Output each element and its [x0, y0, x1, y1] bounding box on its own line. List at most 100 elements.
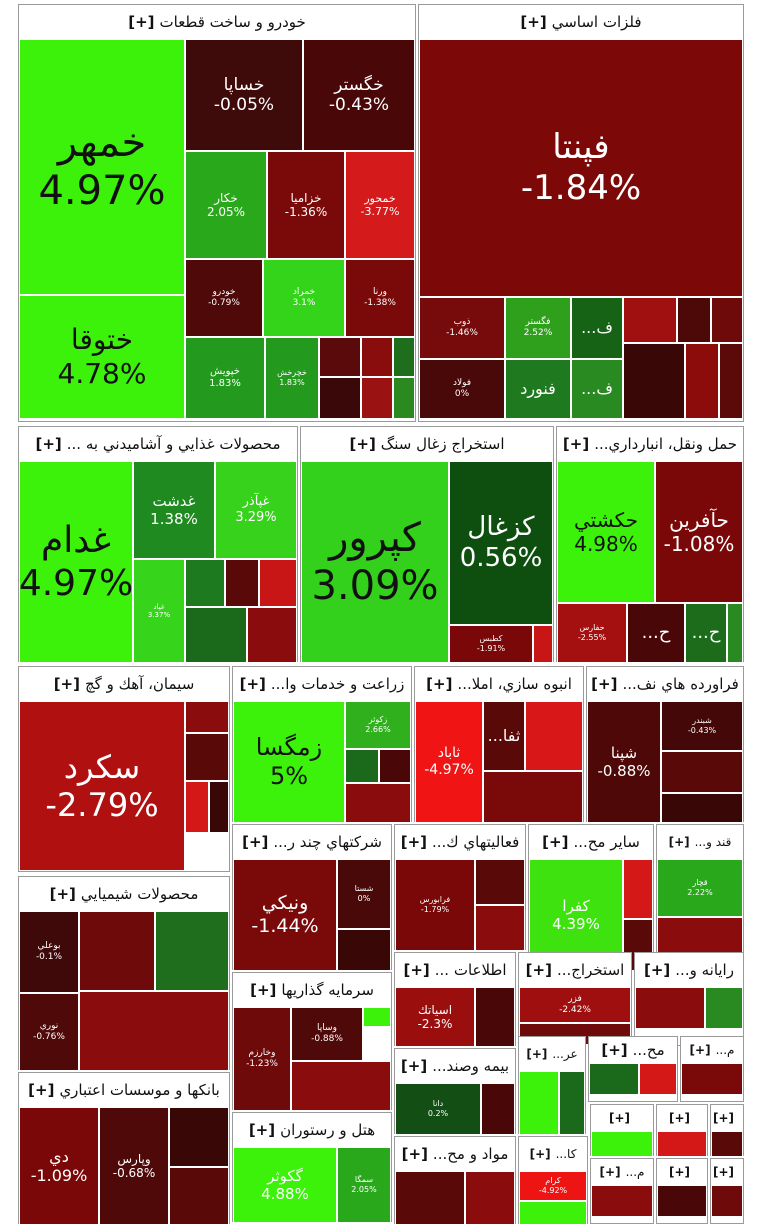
sector-header[interactable]: بانكها و موسسات اعتباري[+] — [19, 1073, 229, 1107]
sector-header[interactable]: فلزات اساسي[+] — [419, 5, 743, 39]
sector-header[interactable]: مح...[+] — [589, 1037, 677, 1063]
stock-tile[interactable]: بوعلي -0.1% — [19, 911, 79, 993]
sector-header[interactable]: [+] — [591, 1105, 653, 1131]
stock-tile[interactable] — [395, 1171, 465, 1225]
sector-header[interactable]: شركتهاي چند ر...[+] — [233, 825, 391, 859]
expand-sector-button[interactable]: [+] — [591, 675, 618, 693]
expand-sector-button[interactable]: [+] — [403, 961, 430, 979]
stock-tile[interactable]: دانا 0.2% — [395, 1083, 481, 1135]
expand-sector-button[interactable]: [+] — [599, 1165, 621, 1179]
stock-tile[interactable] — [719, 343, 743, 419]
expand-sector-button[interactable]: [+] — [608, 1111, 631, 1125]
stock-tile[interactable] — [705, 987, 743, 1029]
stock-tile[interactable] — [247, 607, 297, 663]
sector-header[interactable]: هتل و رستوران[+] — [233, 1113, 391, 1147]
sector-header[interactable]: [+] — [657, 1105, 707, 1131]
expand-sector-button[interactable]: [+] — [53, 675, 80, 693]
expand-sector-button[interactable]: [+] — [644, 961, 671, 979]
stock-tile[interactable] — [525, 701, 583, 771]
sector-header[interactable]: رايانه و...[+] — [635, 953, 743, 987]
stock-tile[interactable] — [623, 297, 677, 343]
stock-tile[interactable]: خزامیا -1.36% — [267, 151, 345, 259]
stock-tile[interactable]: گكوثر 4.88% — [233, 1147, 337, 1223]
stock-tile[interactable] — [711, 1185, 743, 1217]
stock-tile[interactable] — [533, 625, 553, 663]
expand-sector-button[interactable]: [+] — [562, 435, 590, 453]
expand-sector-button[interactable]: [+] — [712, 1111, 734, 1125]
expand-sector-button[interactable]: [+] — [601, 1041, 628, 1059]
stock-tile[interactable]: شبندر -0.43% — [661, 701, 743, 751]
stock-tile[interactable] — [623, 859, 653, 919]
stock-tile[interactable] — [685, 343, 719, 419]
stock-tile[interactable]: غدشت 1.38% — [133, 461, 215, 559]
stock-tile[interactable]: حفارس -2.55% — [557, 603, 627, 663]
stock-tile[interactable] — [319, 337, 361, 377]
stock-tile[interactable] — [681, 1063, 743, 1095]
stock-tile[interactable]: خمهر 4.97% — [19, 39, 185, 295]
stock-tile[interactable]: كرام -4.92% — [519, 1171, 587, 1201]
stock-tile[interactable] — [519, 1201, 587, 1225]
stock-tile[interactable] — [559, 1071, 585, 1135]
stock-tile[interactable] — [361, 377, 393, 419]
stock-tile[interactable] — [345, 749, 379, 783]
stock-tile[interactable] — [169, 1107, 229, 1167]
stock-tile[interactable]: ونيكي -1.44% — [233, 859, 337, 971]
stock-tile[interactable] — [185, 733, 229, 781]
stock-tile[interactable]: خگستر -0.43% — [303, 39, 415, 151]
expand-sector-button[interactable]: [+] — [28, 1081, 55, 1099]
stock-tile[interactable] — [661, 751, 743, 793]
stock-tile[interactable] — [657, 1185, 707, 1217]
stock-tile[interactable]: خکار 2.05% — [185, 151, 267, 259]
sector-header[interactable]: م... [+] — [681, 1037, 743, 1063]
stock-tile[interactable]: غپآذر 3.29% — [215, 461, 297, 559]
stock-tile[interactable]: وخارزم -1.23% — [233, 1007, 291, 1111]
stock-tile[interactable]: سكرد -2.79% — [19, 701, 185, 871]
stock-tile[interactable] — [185, 781, 209, 833]
stock-tile[interactable] — [483, 771, 583, 823]
stock-tile[interactable] — [711, 1131, 743, 1157]
expand-sector-button[interactable]: [+] — [349, 435, 376, 453]
expand-sector-button[interactable]: [+] — [49, 885, 76, 903]
stock-tile[interactable] — [345, 783, 411, 823]
stock-tile[interactable]: ذوب -1.46% — [419, 297, 505, 359]
stock-tile[interactable]: زكوثر 2.66% — [345, 701, 411, 749]
stock-tile[interactable]: فرابورس -1.79% — [395, 859, 475, 951]
stock-tile[interactable] — [589, 1063, 639, 1095]
stock-tile[interactable] — [711, 297, 743, 343]
stock-tile[interactable] — [475, 987, 515, 1047]
stock-tile[interactable]: دي -1.09% — [19, 1107, 99, 1225]
sector-header[interactable]: فراورده هاي نف...[+] — [587, 667, 743, 701]
expand-sector-button[interactable]: [+] — [401, 1145, 428, 1163]
stock-tile[interactable]: فپنتا -1.84% — [419, 39, 743, 297]
stock-tile[interactable] — [519, 1071, 559, 1135]
stock-tile[interactable] — [591, 1131, 653, 1157]
sector-header[interactable]: استخراج زغال سنگ[+] — [301, 427, 553, 461]
sector-header[interactable]: حمل ونقل، انبارداري...[+] — [557, 427, 743, 461]
expand-sector-button[interactable]: [+] — [242, 833, 269, 851]
sector-header[interactable]: عر... [+] — [519, 1037, 585, 1071]
stock-tile[interactable]: خمحور -3.77% — [345, 151, 415, 259]
stock-tile[interactable] — [155, 911, 229, 991]
sector-header[interactable]: بيمه وصند...[+] — [395, 1049, 515, 1083]
stock-tile[interactable] — [591, 1185, 653, 1217]
stock-tile[interactable]: كپرور 3.09% — [301, 461, 449, 663]
stock-tile[interactable]: وپارس -0.68% — [99, 1107, 169, 1225]
stock-tile[interactable] — [361, 337, 393, 377]
expand-sector-button[interactable]: [+] — [248, 1121, 276, 1139]
stock-tile[interactable] — [169, 1167, 229, 1225]
stock-tile[interactable] — [639, 1063, 677, 1095]
expand-sector-button[interactable]: [+] — [400, 1057, 428, 1075]
stock-tile[interactable]: ف... — [571, 359, 623, 419]
stock-tile[interactable]: ح... — [685, 603, 727, 663]
sector-header[interactable]: ساير مح...[+] — [529, 825, 653, 859]
stock-tile[interactable] — [677, 297, 711, 343]
stock-tile[interactable]: اسياتك -2.3% — [395, 987, 475, 1047]
stock-tile[interactable] — [661, 793, 743, 823]
expand-sector-button[interactable]: [+] — [542, 833, 569, 851]
stock-tile[interactable] — [635, 987, 705, 1029]
stock-tile[interactable] — [727, 603, 743, 663]
expand-sector-button[interactable]: [+] — [400, 833, 427, 851]
expand-sector-button[interactable]: [+] — [526, 1047, 548, 1061]
sector-header[interactable]: فعاليتهاي ك... [+] — [395, 825, 525, 859]
sector-header[interactable]: محصولات شيميايي[+] — [19, 877, 229, 911]
